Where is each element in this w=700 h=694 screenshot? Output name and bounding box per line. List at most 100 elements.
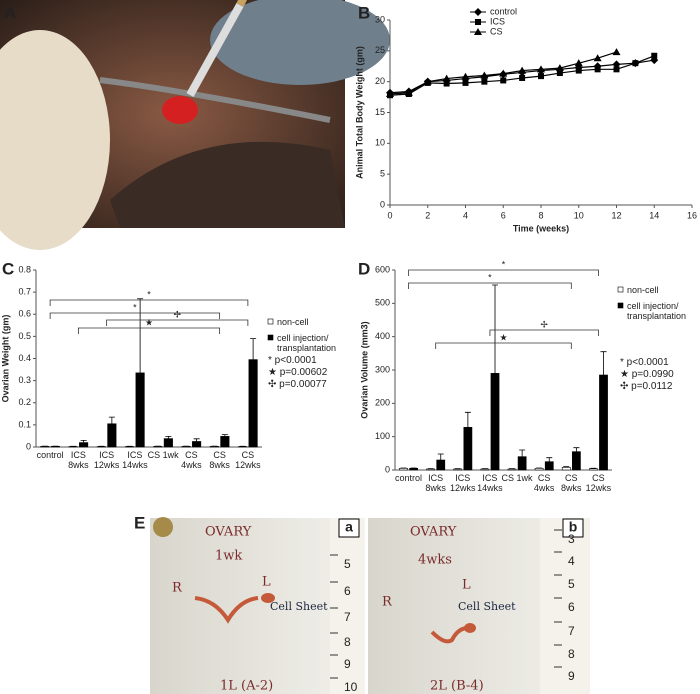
x-tick-label: 8 — [538, 210, 543, 220]
y-axis-title: Ovarian Volume (mm3) — [359, 321, 369, 418]
bar — [79, 442, 89, 448]
marker — [574, 59, 583, 67]
significance-mark: ★ — [145, 317, 153, 327]
handwritten-note: 1L (A-2) — [220, 679, 273, 694]
error-bar — [221, 434, 228, 437]
legend-swatch — [267, 334, 274, 341]
y-tick-label: 0.1 — [18, 419, 31, 429]
marker — [593, 54, 602, 62]
x-tick-label: 12 — [611, 210, 621, 220]
y-tick-label: 0.5 — [18, 331, 31, 341]
marker — [556, 70, 563, 77]
significance-note: ★ p=0.0990 — [620, 369, 674, 380]
y-tick-label: 600 — [375, 264, 390, 274]
marker — [499, 69, 508, 77]
handwritten-note: 4wks — [418, 553, 452, 568]
legend-label: non-cell — [627, 285, 659, 295]
x-tick-label: CS 12wks — [585, 473, 612, 493]
bar — [463, 427, 473, 471]
marker — [443, 80, 450, 87]
significance-bracket — [106, 319, 249, 326]
significance-bracket — [489, 329, 599, 336]
legend-label: CS — [490, 26, 503, 36]
marker — [462, 79, 469, 86]
significance-note: ✣ p=0.0112 — [620, 381, 673, 392]
ruler-number: 5 — [344, 557, 351, 571]
marker — [651, 52, 658, 59]
photo-tag-box — [562, 518, 584, 538]
handwritten-note: OVARY — [410, 525, 457, 540]
bar — [534, 468, 544, 471]
photo-e — [150, 517, 590, 694]
ruler-number: 9 — [344, 657, 351, 671]
ruler-number: 4 — [568, 554, 575, 568]
y-tick-label: 0 — [380, 199, 385, 209]
significance-mark: * — [502, 259, 506, 269]
significance-note: ✣ p=0.00077 — [268, 379, 327, 390]
bar — [517, 456, 527, 471]
marker — [500, 77, 507, 84]
y-tick-label: 0 — [385, 464, 390, 474]
ruler-number: 10 — [344, 680, 358, 694]
y-tick-label: 20 — [375, 76, 385, 86]
handwritten-note: L — [462, 578, 471, 593]
y-tick-label: 0.4 — [18, 353, 31, 363]
x-tick-label: 10 — [574, 210, 584, 220]
legend-label: cell injection/ transplantation — [627, 301, 687, 321]
legend-label: control — [490, 6, 517, 16]
significance-bracket — [408, 282, 572, 289]
significance-bracket — [49, 299, 249, 306]
ruler-number: 5 — [568, 577, 575, 591]
x-tick-label: CS 8wks — [209, 450, 230, 470]
error-bar — [193, 438, 200, 442]
x-tick-label: CS 4wks — [181, 450, 202, 470]
panel-label: A — [4, 3, 16, 22]
legend-label: non-cell — [277, 317, 309, 327]
marker — [386, 90, 394, 97]
bar — [409, 468, 418, 471]
x-tick-label: ICS 12wks — [93, 450, 120, 470]
bar — [192, 441, 202, 448]
marker — [537, 65, 545, 73]
marker — [461, 72, 470, 80]
marker — [474, 8, 482, 16]
y-tick-label: 0 — [26, 441, 31, 451]
error-bar — [492, 284, 499, 374]
panel-label: B — [358, 3, 370, 22]
marker — [575, 67, 582, 74]
ruler-number: 7 — [568, 624, 575, 638]
error-bar — [546, 457, 553, 462]
handwritten-note: R — [172, 581, 183, 596]
y-tick-label: 0.2 — [18, 397, 31, 407]
significance-note: ★ p=0.00602 — [268, 367, 328, 378]
marker — [519, 74, 526, 81]
x-tick-label: 2 — [425, 210, 430, 220]
significance-bracket — [49, 312, 221, 319]
handwritten-note: 2L (B-4) — [430, 679, 484, 694]
error-bar — [108, 416, 115, 424]
marker — [474, 28, 482, 35]
bar — [163, 438, 173, 448]
bar — [588, 468, 598, 471]
y-tick-label: 5 — [380, 169, 385, 179]
y-tick-label: 30 — [375, 14, 385, 24]
marker — [404, 88, 413, 96]
handwritten-note: Cell Sheet — [458, 600, 516, 613]
x-tick-label: CS 12wks — [235, 450, 261, 470]
x-tick-label: ICS 14wks — [477, 473, 503, 493]
panel-label: C — [2, 259, 14, 278]
bar — [436, 459, 446, 471]
bar — [544, 461, 554, 471]
bar — [426, 468, 435, 471]
significance-bracket — [435, 342, 572, 349]
ruler-number: 8 — [568, 647, 575, 661]
error-bar — [600, 351, 607, 375]
significance-mark: ✢ — [540, 319, 548, 329]
error-bar — [437, 453, 444, 460]
error-bar — [165, 435, 172, 439]
y-axis-title: Ovarian Weight (gm) — [0, 315, 10, 403]
x-tick-label: ICS 8wks — [68, 450, 89, 470]
error-bar — [250, 338, 257, 360]
significance-mark: * — [488, 272, 492, 282]
